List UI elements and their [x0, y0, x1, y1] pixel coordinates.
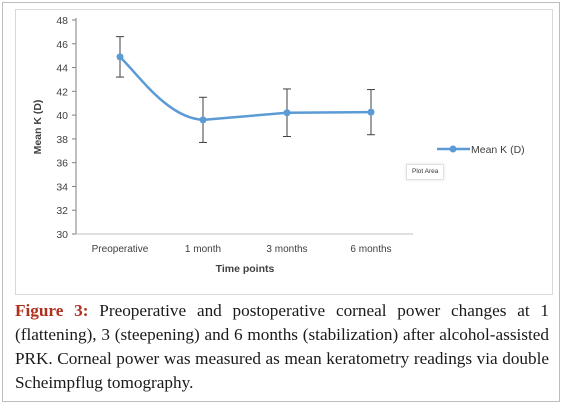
y-tick-label: 36 [56, 158, 68, 170]
x-tick-label: 3 months [266, 244, 307, 255]
legend-label: Mean K (D) [471, 144, 525, 156]
chart-area [15, 9, 553, 295]
y-tick-label: 30 [56, 229, 68, 241]
data-point [283, 109, 291, 117]
y-tick-label: 42 [56, 86, 68, 98]
x-tick-label: Preoperative [92, 244, 149, 255]
y-tick-label: 38 [56, 134, 68, 146]
x-axis-title: Time points [216, 263, 275, 275]
x-tick-label: 6 months [350, 244, 391, 255]
series-line-mean-k [119, 55, 372, 122]
y-tick-label: 40 [56, 110, 68, 122]
y-tick-label: 32 [56, 205, 68, 217]
legend-marker [449, 145, 457, 153]
y-tick-label: 34 [56, 181, 68, 193]
y-axis-title: Mean K (D) [32, 100, 44, 155]
plot-area-tooltip: Plot Area [406, 164, 445, 180]
data-point [116, 53, 124, 61]
y-tick-label: 46 [56, 39, 68, 51]
y-tick-label: 48 [56, 15, 68, 27]
caption-text: Preoperative and postoperative corneal p… [15, 301, 549, 392]
data-point [199, 116, 207, 124]
data-point [367, 108, 375, 116]
x-tick-label: 1 month [185, 244, 221, 255]
figure-caption: Figure 3: Preoperative and postoperative… [15, 299, 549, 395]
y-tick-label: 44 [56, 63, 68, 75]
figure-frame: Figure 3: Preoperative and postoperative… [2, 2, 560, 402]
caption-label: Figure 3: [15, 301, 89, 320]
